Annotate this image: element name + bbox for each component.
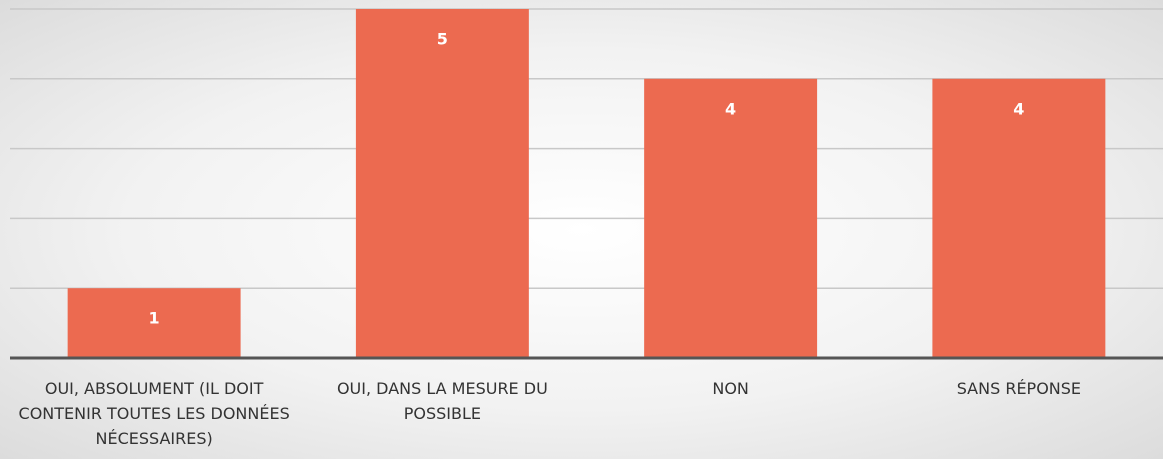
bar xyxy=(355,9,529,358)
bar xyxy=(67,288,241,358)
x-tick-label: NON xyxy=(712,379,749,398)
data-label: 1 xyxy=(149,309,160,328)
data-label: 5 xyxy=(437,30,448,49)
x-tick-label: OUI, ABSOLUMENT (IL DOIT CONTENIR TOUTES… xyxy=(18,379,290,448)
data-label: 4 xyxy=(1013,99,1024,118)
x-tick-label: OUI, DANS LA MESURE DU POSSIBLE xyxy=(336,379,548,423)
x-tick-label: SANS RÉPONSE xyxy=(956,379,1082,398)
bar xyxy=(932,78,1106,359)
bar xyxy=(644,78,818,359)
data-label: 4 xyxy=(725,99,736,118)
